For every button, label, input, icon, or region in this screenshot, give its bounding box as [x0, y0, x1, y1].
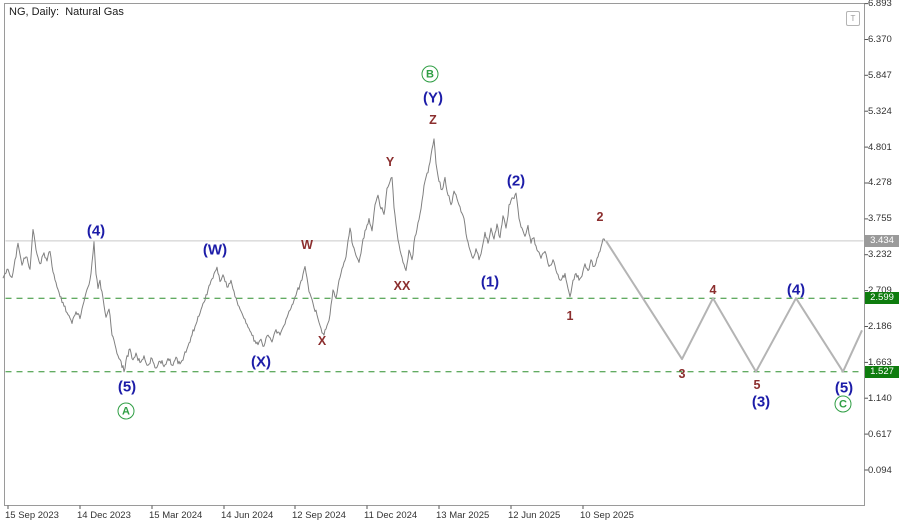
y-axis-tick-label: 5.324	[868, 105, 892, 117]
support-price-tag: 2.599	[865, 292, 899, 305]
y-axis-tick-label: 4.278	[868, 177, 892, 189]
x-axis-tick-label: 10 Sep 2025	[580, 510, 634, 521]
wave-label-red: Y	[385, 155, 395, 169]
wave-label-circled: B	[421, 65, 439, 83]
y-axis-tick-label: 2.186	[868, 320, 892, 332]
wave-label-blue: (4)	[86, 222, 106, 240]
y-axis-tick-label: 4.801	[868, 141, 892, 153]
y-axis-tick-label: 3.232	[868, 249, 892, 261]
chart-corner-badge-icon[interactable]: T	[846, 11, 860, 26]
wave-label-red: W	[301, 238, 313, 252]
y-axis-tick-label: 2.709	[868, 285, 892, 297]
wave-label-blue: (5)	[117, 378, 137, 396]
wave-label-circled: C	[834, 395, 852, 413]
wave-label-red: 1	[566, 309, 574, 323]
wave-label-blue: (2)	[506, 172, 526, 190]
price-series-path	[2, 138, 606, 373]
wave-label-blue: (W)	[202, 241, 228, 259]
wave-label-circled: A	[117, 402, 135, 420]
wave-label-red: 3	[678, 367, 686, 381]
support-price-tag: 1.527	[865, 365, 899, 378]
wave-label-red: XX	[393, 279, 411, 293]
wave-label-blue: (4)	[786, 281, 806, 299]
x-axis-tick-label: 12 Jun 2025	[508, 510, 561, 521]
forecast-projection-path	[605, 240, 863, 373]
wave-label-red: Z	[429, 113, 437, 127]
x-axis-tick-label: 12 Sep 2024	[292, 510, 346, 521]
y-axis-tick-label: 6.893	[868, 0, 892, 10]
chart-title: NG, Daily: Natural Gas	[9, 6, 124, 18]
y-axis-tick-label: 1.140	[868, 392, 892, 404]
y-axis-tick-label: 0.617	[868, 428, 892, 440]
x-axis-tick-label: 15 Sep 2023	[5, 510, 59, 521]
y-axis-tick-label: 1.663	[868, 356, 892, 368]
x-axis-tick-label: 13 Mar 2025	[436, 510, 490, 521]
y-axis-tick-label: 6.370	[868, 33, 892, 45]
current-price-tag: 3.434	[865, 234, 899, 247]
wave-label-blue: (1)	[480, 273, 500, 291]
wave-label-blue: (Y)	[423, 89, 443, 107]
x-axis-tick-label: 15 Mar 2024	[149, 510, 203, 521]
wave-label-red: 5	[753, 378, 761, 392]
wave-label-blue: (X)	[251, 353, 271, 371]
y-axis-tick-label: 5.847	[868, 69, 892, 81]
y-axis-tick-label: 3.755	[868, 213, 892, 225]
x-axis-tick-label: 14 Dec 2023	[77, 510, 131, 521]
wave-label-red: 2	[596, 210, 604, 224]
wave-label-blue: (5)	[834, 379, 854, 397]
wave-label-red: 4	[709, 283, 717, 297]
corner-badge-glyph: T	[850, 14, 856, 23]
wave-label-red: X	[317, 334, 327, 348]
wave-label-blue: (3)	[751, 393, 771, 411]
x-axis-tick-label: 11 Dec 2024	[364, 510, 418, 521]
y-axis-tick-label: 0.094	[868, 464, 892, 476]
x-axis-tick-label: 14 Jun 2024	[221, 510, 274, 521]
